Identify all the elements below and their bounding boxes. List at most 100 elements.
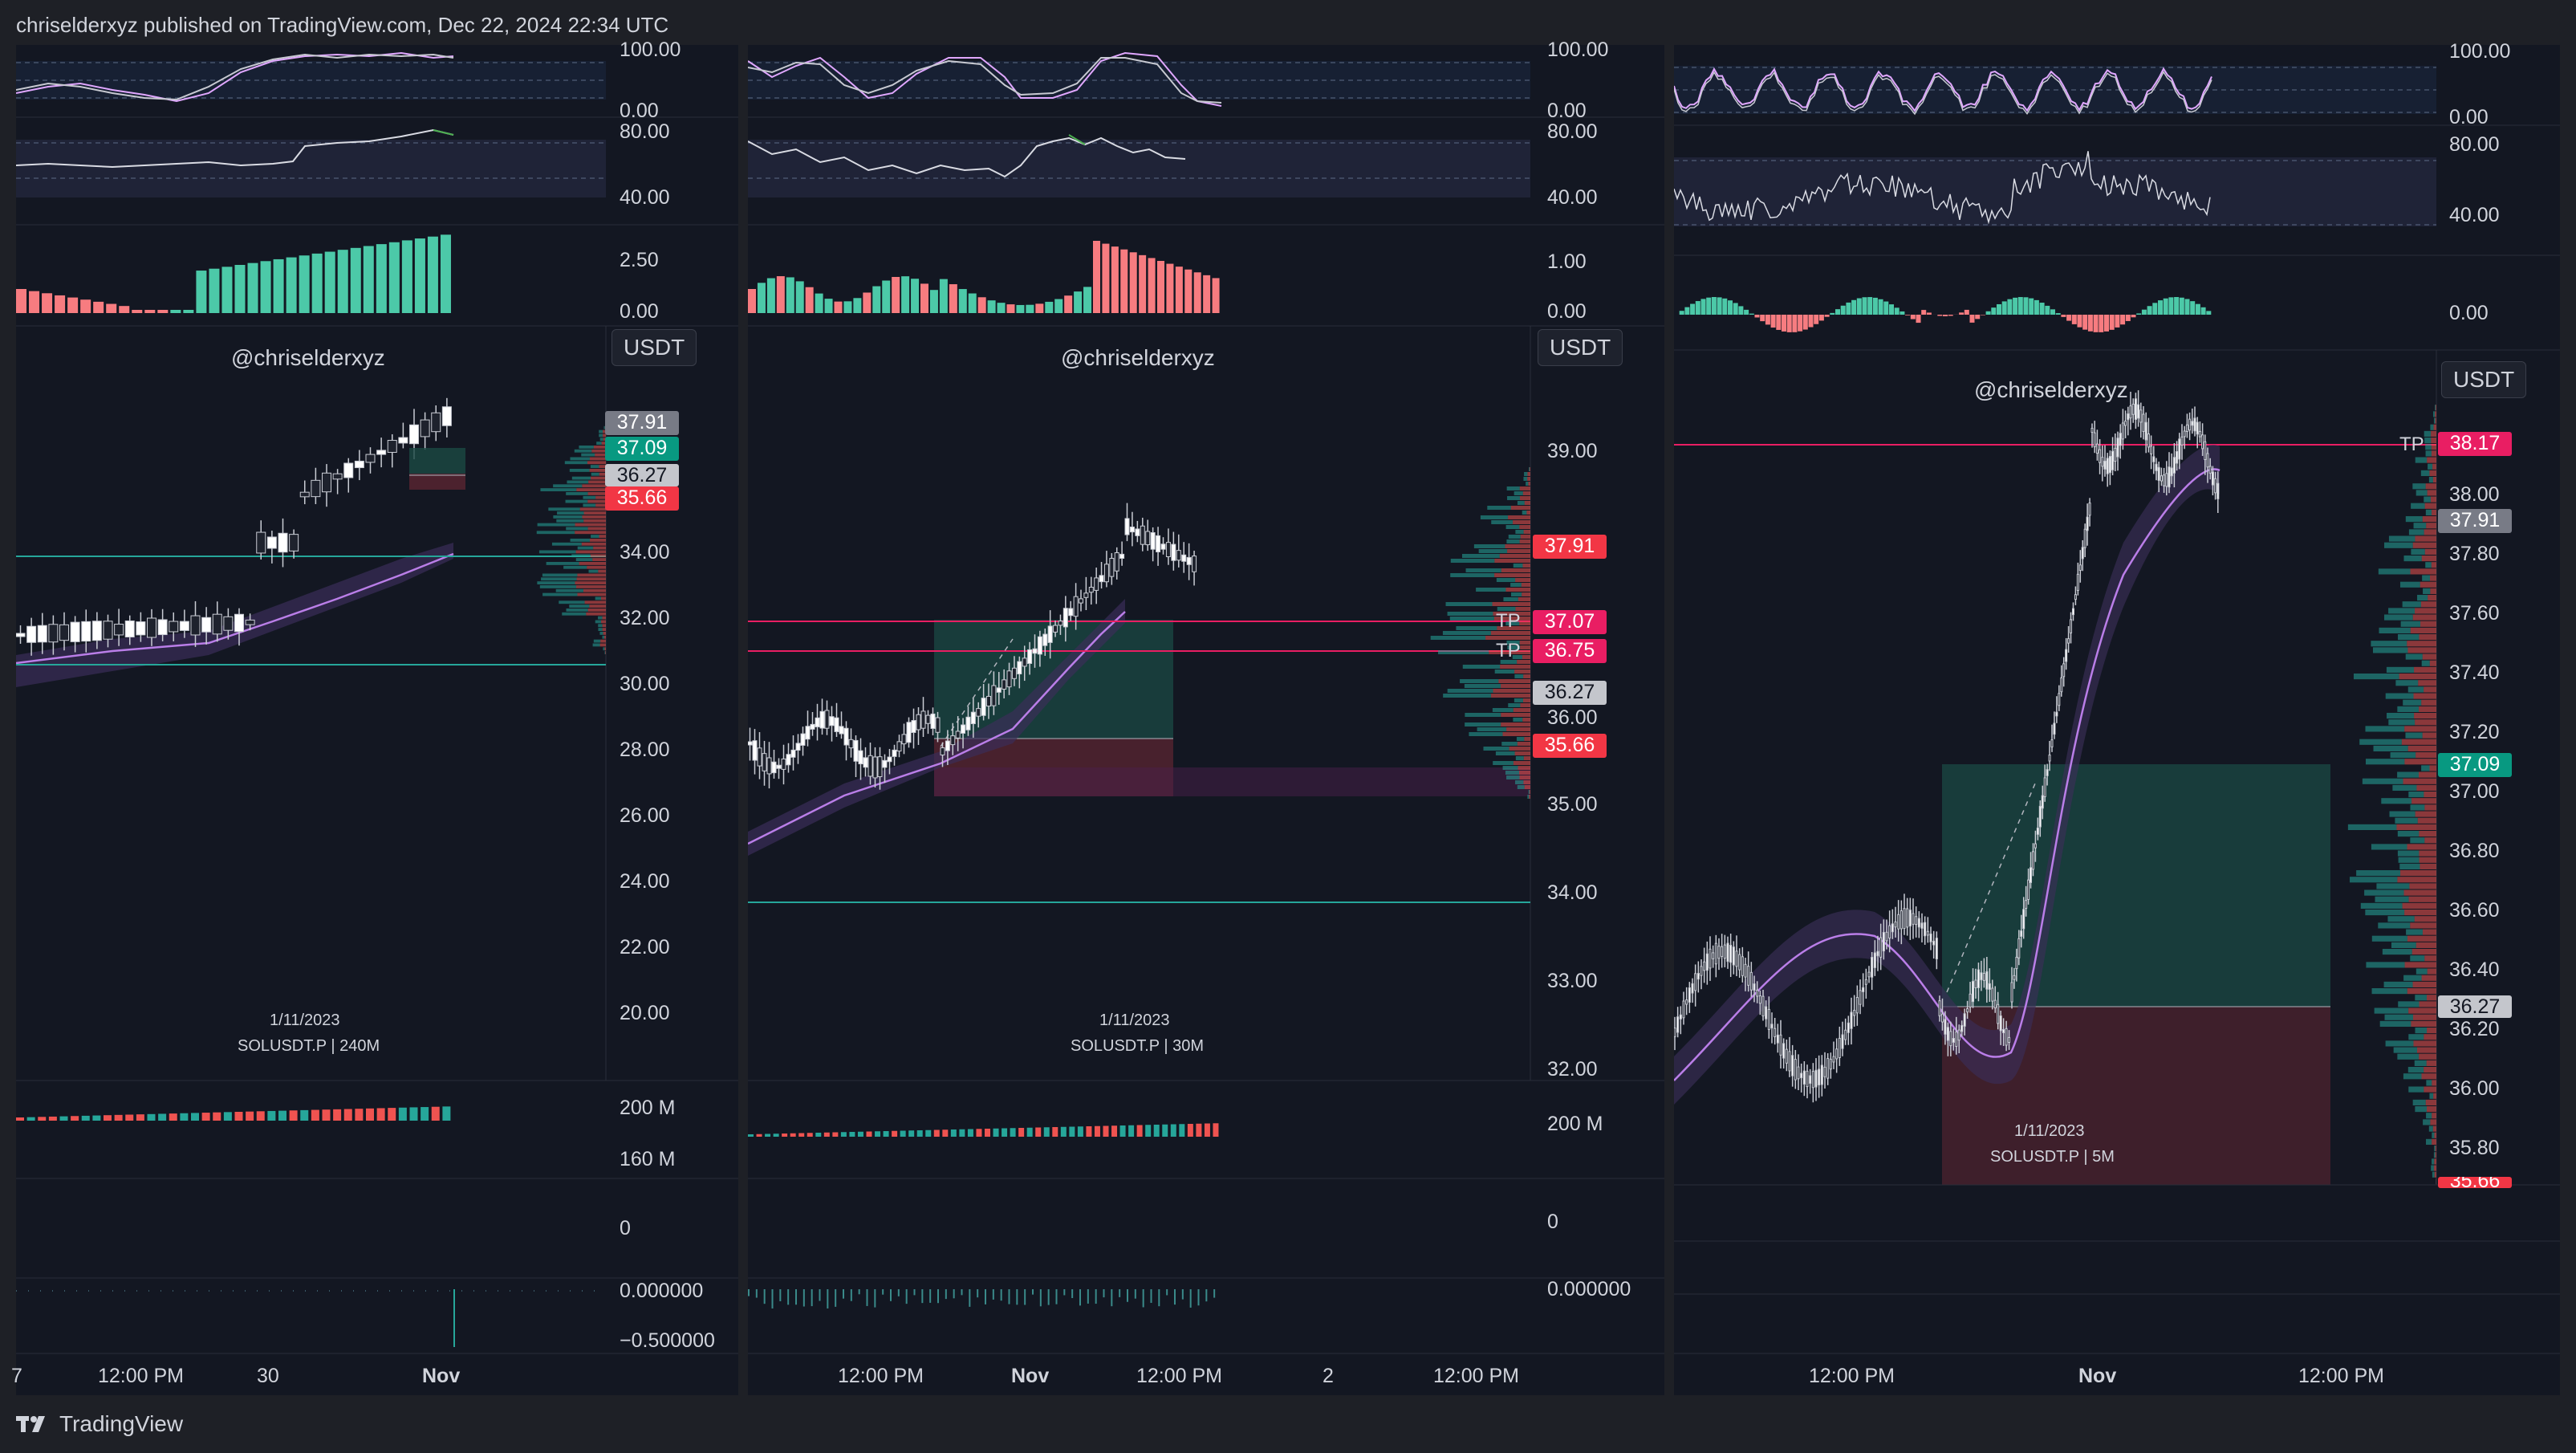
price-candle xyxy=(2038,805,2042,828)
volume-profile-bar xyxy=(2434,1158,2436,1165)
indicator-bar xyxy=(1142,1289,1144,1308)
volume-profile-bar xyxy=(566,608,588,612)
momentum-bar xyxy=(2163,298,2168,315)
momentum-bar xyxy=(1926,312,1932,315)
volume-profile-bar xyxy=(2373,745,2408,751)
price-candle xyxy=(2101,457,2104,467)
chart-panel-240m[interactable] xyxy=(16,45,738,1395)
momentum-bar xyxy=(183,310,194,313)
volume-profile-bar xyxy=(595,453,606,457)
volume-profile-bar xyxy=(1477,727,1507,731)
price-tick: 37.60 xyxy=(2449,602,2500,625)
volume-profile-bar xyxy=(1493,617,1530,621)
price-candle xyxy=(91,621,102,641)
tp-label: TP xyxy=(1496,640,1521,661)
volume-bar xyxy=(158,1113,167,1121)
momentum-bar xyxy=(2190,301,2196,315)
price-candle xyxy=(2070,619,2073,633)
volume-profile-bar xyxy=(2426,523,2436,529)
price-candle xyxy=(2147,433,2150,448)
price-candle xyxy=(1723,944,1726,959)
volume-profile-bar xyxy=(2371,988,2407,995)
volume-profile-bar xyxy=(593,546,606,550)
volume-profile-bar xyxy=(2407,686,2424,693)
indicator-tick: 0.000000 xyxy=(1547,1278,1631,1300)
volume-profile-bar xyxy=(571,476,591,480)
currency-button[interactable]: USDT xyxy=(1538,329,1623,366)
volume-profile-bar xyxy=(1520,645,1530,649)
currency-button[interactable]: USDT xyxy=(611,329,697,366)
momentum-bar xyxy=(1016,304,1025,313)
momentum-bar xyxy=(170,310,181,313)
volume-profile-bar xyxy=(2425,444,2432,450)
volume-profile-bar xyxy=(2431,1165,2434,1171)
indicator-bar xyxy=(874,1289,876,1308)
volume-profile-bar xyxy=(1522,564,1530,568)
price-candle xyxy=(1938,1000,1941,1016)
price-candle xyxy=(2114,447,2117,462)
volume-bar xyxy=(431,1106,440,1121)
chart-canvas-5m[interactable] xyxy=(1674,45,2560,1395)
volume-profile-bar xyxy=(2384,542,2413,548)
volume-profile-bar xyxy=(2412,542,2436,548)
indicator-bar xyxy=(763,1289,766,1304)
volume-profile-bar xyxy=(2432,1138,2436,1145)
volume-profile-bar xyxy=(2410,955,2425,962)
volume-profile-bar xyxy=(582,515,606,519)
volume-profile-bar xyxy=(2428,463,2433,470)
momentum-bar xyxy=(157,310,169,313)
chart-panel-30m[interactable] xyxy=(748,45,1664,1395)
volume-profile-bar xyxy=(1503,597,1518,601)
chart-panel-5m[interactable] xyxy=(1674,45,2560,1395)
volume-profile-bar xyxy=(2424,503,2436,509)
volume-profile-bar xyxy=(1462,665,1501,669)
volume-profile-bar xyxy=(2399,674,2436,680)
price-candle xyxy=(1794,1059,1797,1081)
indicator-bar xyxy=(1111,1289,1113,1307)
momentum-bar xyxy=(1889,304,1894,315)
volume-profile-bar xyxy=(2418,680,2436,686)
price-candle xyxy=(752,740,758,761)
volume-profile-bar xyxy=(2420,621,2436,627)
volume-profile-bar xyxy=(1442,631,1491,635)
price-candle xyxy=(1917,918,1920,928)
currency-button[interactable]: USDT xyxy=(2441,361,2527,398)
volume-bar xyxy=(832,1132,839,1137)
momentum-bar xyxy=(1872,297,1878,315)
volume-bar xyxy=(967,1129,973,1137)
volume-profile-bar xyxy=(1517,742,1530,746)
price-badge-3627: 36.27 xyxy=(605,464,679,486)
price-candle xyxy=(1765,1006,1768,1020)
volume-profile-bar xyxy=(2364,889,2404,896)
volume-profile-bar xyxy=(583,519,606,523)
price-candle xyxy=(762,753,767,771)
volume-profile-bar xyxy=(1465,713,1501,717)
volume-profile-bar xyxy=(1450,559,1495,563)
price-candle xyxy=(1903,908,1906,930)
chart-canvas-30m[interactable] xyxy=(748,45,1664,1395)
volume-profile-bar xyxy=(2397,706,2420,712)
momentum-bar xyxy=(16,289,26,313)
price-candle xyxy=(2127,413,2130,421)
price-badge-3627: 36.27 xyxy=(1533,681,1607,705)
momentum-bar xyxy=(2141,309,2147,315)
momentum-bar xyxy=(1862,297,1867,315)
momentum-bar xyxy=(1835,309,1840,315)
volume-profile-bar xyxy=(1523,780,1530,784)
volume-bar xyxy=(908,1130,915,1137)
volume-profile-bar xyxy=(557,511,584,515)
volume-profile-bar xyxy=(2432,1171,2435,1178)
momentum-bar xyxy=(55,295,66,313)
momentum-bar xyxy=(1733,303,1738,315)
volume-profile-bar xyxy=(2431,562,2436,568)
price-candle xyxy=(1688,987,1691,1003)
volume-profile-bar xyxy=(2415,457,2428,463)
volume-profile-bar xyxy=(577,592,606,596)
tradingview-brand[interactable]: TradingView xyxy=(16,1411,183,1437)
volume-profile-bar xyxy=(2431,438,2436,444)
volume-profile-bar xyxy=(2397,831,2420,837)
volume-profile-bar xyxy=(1483,747,1509,751)
price-candle xyxy=(1963,1013,1966,1027)
volume-profile-bar xyxy=(576,585,606,588)
chart-canvas-240m[interactable] xyxy=(16,45,738,1395)
